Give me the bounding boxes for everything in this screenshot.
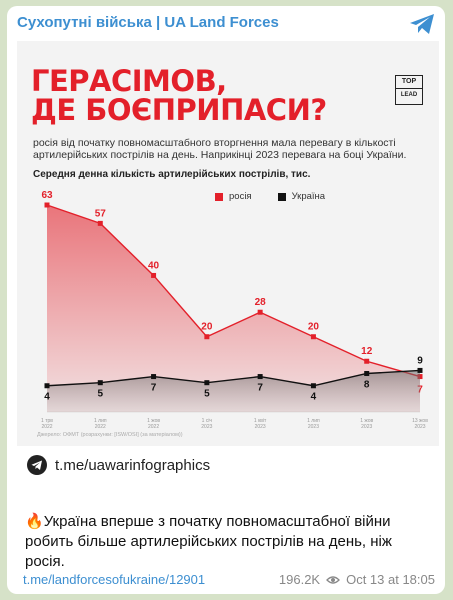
source-note: Джерело: ОФМТ (розрахунки: [ISW/OSI] (за… (37, 432, 183, 438)
x-tick-year-2: 2022 (148, 424, 159, 430)
x-tick-year-3: 2023 (201, 424, 212, 430)
legend-label-russia: росія (229, 191, 252, 202)
series-area-1 (47, 370, 420, 412)
data-point-1-7 (417, 367, 423, 373)
data-label-0-5: 20 (308, 322, 320, 333)
poster-title: ГЕРАСІМОВ, ДЕ БОЄПРИПАСИ? (31, 64, 327, 127)
message-bubble: Сухопутні війська | UA Land Forces ГЕРАС… (7, 6, 445, 594)
x-tick-year-0: 2022 (41, 424, 52, 430)
views-count: 196.2K (278, 572, 321, 587)
infographics-link[interactable]: t.me/uawarinfographics (27, 455, 210, 475)
data-label-1-5: 4 (311, 392, 317, 403)
data-point-1-4 (257, 374, 263, 380)
x-tick-label-0: 1 трв (41, 418, 53, 424)
data-point-1-2 (151, 374, 157, 380)
data-point-0-3 (204, 334, 210, 340)
data-point-0-6 (364, 358, 370, 364)
data-label-1-3: 5 (204, 389, 210, 400)
post-link[interactable]: t.me/landforcesofukraine/12901 (23, 572, 206, 587)
data-point-1-6 (364, 370, 370, 376)
data-label-0-2: 40 (148, 260, 160, 271)
x-tick-year-6: 2023 (361, 424, 372, 430)
series-line-0 (46, 204, 421, 378)
data-label-0-3: 20 (201, 322, 213, 333)
chart-title: Середня денна кількість артилерійських п… (33, 169, 311, 180)
x-tick-label-3: 1 січ (202, 418, 213, 424)
legend-swatch-russia (215, 192, 223, 201)
data-point-0-2 (151, 272, 157, 278)
data-point-0-0 (44, 202, 50, 208)
legend-label-ukraine: Україна (291, 191, 326, 202)
x-tick-label-6: 1 жов (360, 418, 373, 424)
data-point-0-1 (97, 220, 103, 226)
chart-legend: росія Україна (215, 191, 325, 202)
data-label-1-1: 5 (98, 389, 104, 400)
message-text: 🔥Україна вперше з початку повномасштабно… (25, 513, 392, 570)
telegram-forward-icon[interactable] (407, 12, 437, 36)
x-tick-year-1: 2022 (95, 424, 106, 430)
x-tick-label-2: 1 жов (147, 418, 160, 424)
message-meta: 196.2K Oct 13 at 18:05 (279, 572, 435, 587)
data-point-0-5 (310, 334, 316, 340)
series-area-0 (47, 205, 420, 412)
data-point-0-4 (257, 309, 263, 315)
data-point-1-1 (97, 380, 103, 386)
legend-swatch-ukraine (277, 192, 286, 201)
data-point-1-3 (204, 380, 210, 386)
data-point-1-5 (310, 383, 316, 389)
fire-icon: 🔥 (25, 513, 44, 530)
channel-name[interactable]: Сухопутні війська | UA Land Forces (17, 14, 279, 31)
data-label-1-2: 7 (151, 383, 157, 394)
x-tick-label-1: 1 лип (94, 418, 107, 424)
x-tick-year-4: 2023 (255, 424, 266, 430)
poster-subtitle: росія від початку повномасштабного вторг… (33, 137, 407, 161)
timestamp: Oct 13 at 18:05 (346, 572, 435, 587)
data-label-0-4: 28 (255, 297, 267, 308)
data-point-1-0 (44, 383, 50, 389)
x-tick-year-5: 2023 (308, 424, 319, 430)
x-tick-label-5: 1 лип (307, 418, 320, 424)
x-tick-year-7: 2023 (414, 424, 425, 430)
data-label-0-1: 57 (95, 208, 107, 219)
data-label-1-4: 7 (257, 383, 263, 394)
x-tick-label-4: 1 квіт (254, 418, 267, 424)
data-label-1-6: 8 (364, 379, 370, 390)
data-label-0-6: 12 (361, 346, 373, 357)
series-line-1 (46, 369, 421, 387)
telegram-icon (27, 455, 47, 475)
x-tick-label-7: 13 жов (412, 418, 428, 424)
data-label-0-0: 63 (41, 190, 53, 201)
eye-icon (326, 575, 341, 584)
data-label-0-7: 7 (417, 385, 423, 396)
data-label-1-0: 4 (44, 392, 50, 403)
data-label-1-7: 9 (417, 355, 423, 366)
top-lead-logo: TOP LEAD (395, 75, 423, 105)
infographic-poster[interactable]: ГЕРАСІМОВ, ДЕ БОЄПРИПАСИ? TOP LEAD росія… (17, 41, 439, 446)
